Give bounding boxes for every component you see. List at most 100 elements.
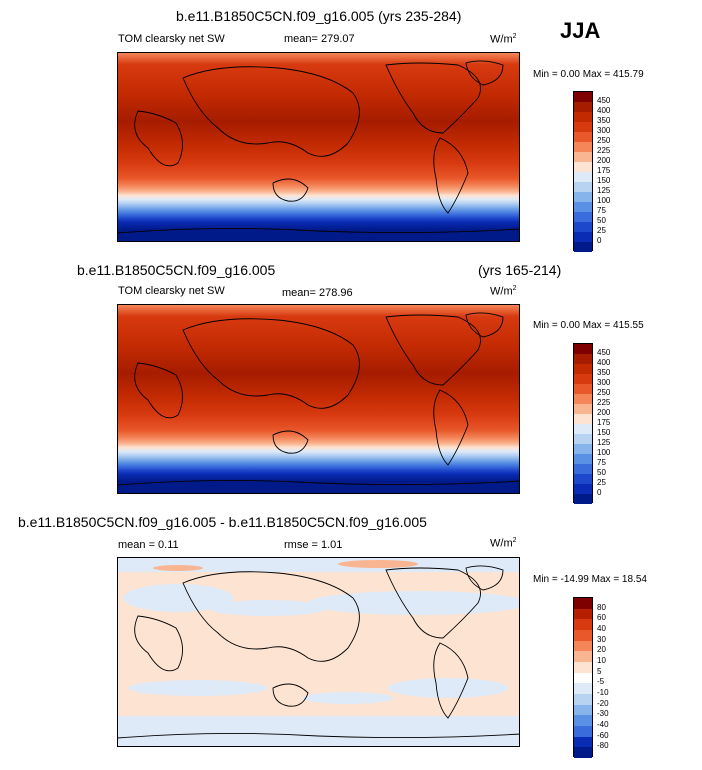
panel1-colorbar-label: 50 (597, 216, 606, 225)
panel1-colorbar-label: 200 (597, 156, 611, 165)
panel3-colorbar-swatch (574, 640, 592, 652)
panel2-colorbar-label: 0 (597, 488, 602, 497)
panel1-title: b.e11.B1850C5CN.f09_g16.005 (yrs 235-284… (176, 8, 462, 24)
panel1-colorbar-label: 300 (597, 126, 611, 135)
panel1-colorbar-label: 25 (597, 226, 606, 235)
panel3-colorbar-swatch (574, 704, 592, 716)
panel1-colorbar-swatch (574, 182, 592, 192)
panel1-colorbar-swatch (574, 122, 592, 132)
panel1-colorbar-swatch (574, 102, 592, 112)
panel1-colorbar-label: 175 (597, 166, 611, 175)
panel1-units: W/m2 (490, 33, 517, 46)
panel3-colorbar-label: 5 (597, 666, 602, 676)
panel1-colorbar: 450 400 350 300 250 225 200 175 150 125 100 75 50 25 0 (573, 91, 610, 252)
panel2-colorbar-label: 450 (597, 348, 611, 357)
panel3-title: b.e11.B1850C5CN.f09_g16.005 - b.e11.B185… (18, 514, 427, 530)
panel2-colorbar-swatch (574, 384, 592, 394)
panel2-units: W/m2 (490, 285, 517, 298)
panel2-variable: TOM clearsky net SW (118, 285, 225, 297)
panel2-colorbar-swatch (574, 444, 592, 454)
panel3-colorbar-label: -80 (597, 741, 609, 751)
panel3-colorbar-swatch (574, 736, 592, 748)
panel2-colorbar-label: 150 (597, 428, 611, 437)
panel2-colorbar-label: 300 (597, 378, 611, 387)
panel2-colorbar-label: 125 (597, 438, 611, 447)
panel3-colorbar-label: 20 (597, 645, 606, 655)
panel1-colorbar-swatch (574, 152, 592, 162)
panel2-colorbar-swatch (574, 474, 592, 484)
panel3-colorbar-label: -40 (597, 720, 609, 729)
panel2-title-left: b.e11.B1850C5CN.f09_g16.005 (77, 262, 276, 278)
panel3-minmax: Min = -14.99 Max = 18.54 (533, 574, 647, 585)
panel2-colorbar-swatch (574, 454, 592, 464)
panel2-title-right: (yrs 165-214) (478, 262, 562, 278)
panel1-colorbar-swatch (574, 142, 592, 152)
panel2-colorbar-swatch (574, 344, 592, 354)
panel1-minmax: Min = 0.00 Max = 415.79 (533, 69, 644, 80)
panel2-colorbar-label: 50 (597, 468, 606, 477)
panel2-colorbar-label: 175 (597, 418, 611, 427)
panel2-colorbar-swatch (574, 464, 592, 474)
panel2-colorbar-label: 200 (597, 408, 611, 417)
panel3-colorbar-label: -20 (597, 698, 609, 708)
panel3-colorbar-label: 60 (597, 613, 606, 623)
panel3-colorbar: 80 60 40 30 20 10 5 -5 -10 -20 -30 -40 -60 -80 (573, 597, 609, 758)
panel1-colorbar-label: 125 (597, 186, 611, 195)
panel3-colorbar-label: -30 (597, 709, 609, 719)
panel2-mean: mean= 278.96 (282, 287, 353, 299)
panel1-colorbar-label: 225 (597, 146, 611, 155)
panel2-colorbar-swatch (574, 354, 592, 364)
panel2-colorbar-swatch (574, 494, 592, 504)
season-label: JJA (560, 18, 601, 43)
panel1-colorbar-label: 350 (597, 116, 611, 125)
panel1-colorbar-label: 0 (597, 236, 602, 245)
panel2-colorbar-label: 225 (597, 398, 611, 407)
panel3-colorbar-label: -60 (597, 730, 609, 740)
panel3-colorbar-swatch (574, 629, 592, 641)
panel2-colorbar-swatch (574, 374, 592, 384)
panel2-colorbar-label: 400 (597, 358, 611, 367)
panel2-colorbar-label: 75 (597, 458, 606, 467)
panel2-colorbar-swatch (574, 484, 592, 494)
panel2-colorbar-swatch (574, 404, 592, 414)
panel3-colorbar-label: 30 (597, 634, 606, 644)
panel2-colorbar-label: 25 (597, 478, 606, 487)
panel3-colorbar-swatch (574, 725, 592, 737)
panel1-colorbar-label: 400 (597, 106, 611, 115)
panel1-variable: TOM clearsky net SW (118, 33, 225, 45)
panel1-colorbar-swatch (574, 172, 592, 182)
panel1-colorbar-label: 75 (597, 206, 606, 215)
panel1-colorbar-label: 450 (597, 96, 611, 105)
panel3-colorbar-swatch (574, 747, 592, 758)
panel3-colorbar-label: -5 (597, 677, 605, 687)
panel1-colorbar-label: 250 (597, 136, 611, 145)
panel1-colorbar-swatch (574, 92, 592, 102)
panel1-map (117, 52, 520, 242)
panel2-colorbar-swatch (574, 434, 592, 444)
panel2-colorbar-label: 350 (597, 368, 611, 377)
panel1-colorbar-swatch (574, 132, 592, 142)
panel1-colorbar-swatch (574, 222, 592, 232)
panel3-colorbar-label: 10 (597, 656, 606, 665)
panel1-colorbar-swatch (574, 112, 592, 122)
panel3-colorbar-swatch (574, 693, 592, 705)
panel3-colorbar-swatch (574, 608, 592, 620)
panel2-colorbar-label: 100 (597, 448, 611, 457)
panel2-colorbar-swatch (574, 364, 592, 374)
panel2-colorbar-label: 250 (597, 388, 611, 397)
panel1-colorbar-label: 100 (597, 196, 611, 205)
panel3-colorbar-label: 40 (597, 624, 606, 633)
panel3-colorbar-swatch (574, 651, 592, 662)
panel3-colorbar-swatch (574, 619, 592, 630)
panel1-colorbar-swatch (574, 162, 592, 172)
panel3-colorbar-swatch (574, 598, 592, 609)
panel1-colorbar-swatch (574, 192, 592, 202)
panel3-colorbar-swatch (574, 715, 592, 726)
panel1-colorbar-label: 150 (597, 176, 611, 185)
panel2-colorbar-swatch (574, 424, 592, 434)
panel2-minmax: Min = 0.00 Max = 415.55 (533, 320, 644, 331)
panel1-colorbar-swatch (574, 232, 592, 242)
panel2-colorbar-swatch (574, 394, 592, 404)
panel3-mean: mean = 0.11 (118, 539, 179, 551)
panel2-colorbar: 450 400 350 300 250 225 200 175 150 125 100 75 50 25 0 (573, 343, 610, 504)
